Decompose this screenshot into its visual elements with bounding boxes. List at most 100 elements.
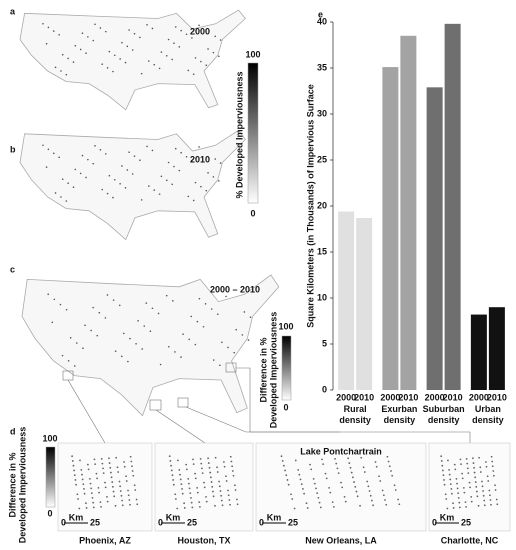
- impervious-dot: [488, 489, 491, 492]
- impervious-dot: [441, 469, 444, 472]
- urban-dot: [59, 303, 62, 306]
- impervious-dot: [489, 499, 492, 501]
- urban-dot: [148, 60, 150, 62]
- series-label: 2010: [443, 392, 463, 402]
- urban-dot: [214, 35, 217, 38]
- impervious-dot: [233, 484, 236, 487]
- impervious-dot: [459, 458, 462, 461]
- impervious-dot: [378, 475, 380, 478]
- impervious-dot: [218, 485, 221, 488]
- urban-dot: [159, 363, 162, 366]
- impervious-dot: [466, 462, 469, 465]
- urban-dot: [85, 52, 87, 54]
- urban-dot: [127, 360, 129, 363]
- urban-dot: [104, 153, 107, 155]
- urban-dot: [151, 149, 154, 152]
- impervious-dot: [112, 490, 115, 493]
- impervious-dot: [319, 506, 322, 509]
- urban-dot: [151, 27, 154, 30]
- urban-dot: [61, 178, 64, 180]
- impervious-dot: [454, 468, 457, 471]
- colorbar-max: 100: [245, 49, 260, 59]
- impervious-dot: [216, 471, 219, 473]
- urban-dot: [182, 333, 184, 335]
- impervious-dot: [219, 490, 222, 492]
- impervious-dot: [131, 470, 134, 472]
- impervious-dot: [456, 482, 458, 485]
- urban-dot: [79, 48, 82, 51]
- impervious-dot: [190, 501, 193, 504]
- urban-dot: [45, 166, 48, 168]
- urban-dot: [241, 334, 244, 336]
- impervious-dot: [473, 466, 475, 469]
- bar: [470, 314, 487, 390]
- impervious-dot: [360, 456, 363, 459]
- urban-dot: [133, 155, 136, 157]
- y-tick-label: 30: [317, 108, 327, 118]
- urban-dot: [92, 306, 94, 309]
- impervious-dot: [172, 479, 175, 481]
- urban-dot: [120, 355, 123, 358]
- urban-dot: [198, 297, 201, 300]
- impervious-dot: [93, 458, 96, 461]
- urban-dot: [73, 365, 76, 367]
- impervious-dot: [472, 462, 475, 464]
- impervious-dot: [79, 459, 81, 462]
- impervious-dot: [465, 457, 468, 460]
- impervious-dot: [332, 505, 335, 508]
- impervious-dot: [374, 461, 377, 463]
- impervious-dot: [174, 493, 177, 496]
- impervious-dot: [347, 457, 350, 460]
- impervious-dot: [482, 494, 485, 497]
- impervious-dot: [117, 471, 120, 473]
- impervious-dot: [282, 464, 285, 467]
- urban-dot: [65, 73, 68, 76]
- us-map: [19, 9, 246, 111]
- impervious-dot: [221, 504, 224, 507]
- connector: [62, 362, 471, 444]
- urban-dot: [87, 158, 89, 161]
- impervious-dot: [479, 471, 482, 473]
- urban-dot: [171, 183, 173, 186]
- impervious-dot: [318, 501, 321, 504]
- impervious-dot: [181, 488, 183, 490]
- urban-dot: [131, 173, 134, 175]
- impervious-dot: [129, 503, 131, 506]
- urban-dot: [112, 299, 115, 301]
- urban-dot: [60, 196, 62, 198]
- urban-dot: [153, 63, 156, 66]
- impervious-dot: [299, 478, 302, 481]
- impervious-dot: [390, 470, 392, 472]
- impervious-dot: [325, 477, 328, 480]
- impervious-dot: [136, 503, 139, 506]
- impervious-dot: [440, 455, 443, 458]
- urban-dot: [160, 51, 163, 53]
- impervious-dot: [335, 462, 338, 465]
- panel-label: a: [10, 6, 16, 16]
- urban-dot: [180, 151, 182, 154]
- city-name: Phoenix, AZ: [79, 535, 131, 545]
- impervious-dot: [183, 507, 186, 509]
- impervious-dot: [198, 505, 201, 508]
- impervious-dot: [134, 489, 137, 491]
- impervious-dot: [178, 469, 181, 471]
- urban-dot: [84, 324, 86, 327]
- urban-dot: [118, 304, 121, 307]
- impervious-dot: [80, 469, 83, 471]
- urban-dot: [200, 185, 202, 188]
- colorbar-title: % Developed Imperviousness: [234, 71, 244, 198]
- impervious-dot: [191, 506, 194, 509]
- impervious-dot: [176, 507, 179, 510]
- impervious-dot: [106, 500, 109, 503]
- impervious-dot: [106, 495, 108, 498]
- series-label: 2000: [380, 392, 400, 402]
- impervious-dot: [104, 481, 106, 484]
- urban-dot: [191, 159, 193, 162]
- urban-dot: [79, 172, 82, 175]
- urban-dot: [212, 51, 215, 54]
- impervious-dot: [86, 463, 89, 466]
- urban-dot: [145, 302, 148, 304]
- impervious-dot: [457, 497, 460, 499]
- urban-dot: [227, 346, 229, 349]
- impervious-dot: [310, 468, 313, 471]
